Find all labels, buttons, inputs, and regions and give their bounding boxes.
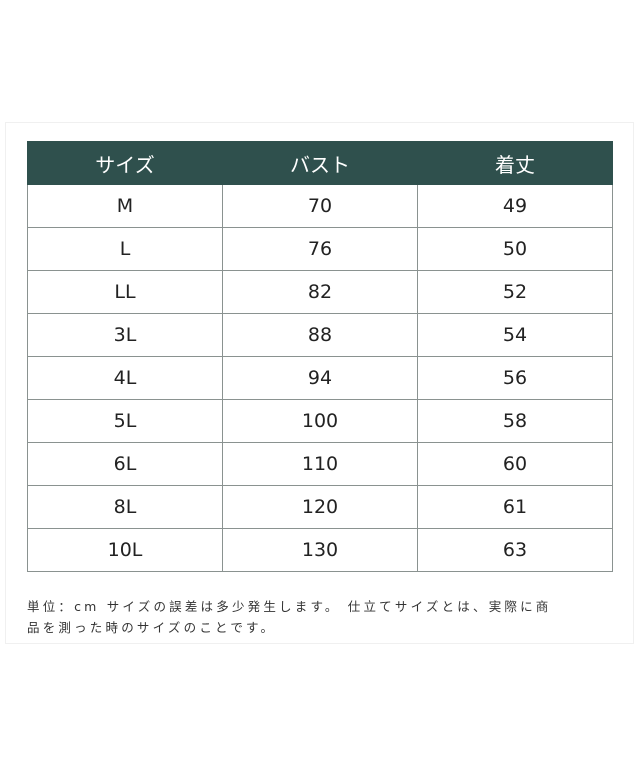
table-row: M 70 49 bbox=[27, 184, 613, 228]
size-cell: 6L bbox=[27, 442, 223, 486]
size-cell: 3L bbox=[27, 313, 223, 357]
header-size: サイズ bbox=[27, 141, 223, 185]
size-cell: 10L bbox=[27, 528, 223, 572]
table-row: 10L 130 63 bbox=[27, 528, 613, 572]
size-cell: 8L bbox=[27, 485, 223, 529]
bust-cell: 120 bbox=[222, 485, 418, 529]
size-cell: M bbox=[27, 184, 223, 228]
table-row: 3L 88 54 bbox=[27, 313, 613, 357]
size-cell: LL bbox=[27, 270, 223, 314]
bust-cell: 100 bbox=[222, 399, 418, 443]
length-cell: 58 bbox=[417, 399, 613, 443]
note-line-2: 品を測った時のサイズのことです。 bbox=[27, 620, 277, 635]
length-cell: 49 bbox=[417, 184, 613, 228]
length-cell: 61 bbox=[417, 485, 613, 529]
table-row: LL 82 52 bbox=[27, 270, 613, 314]
length-cell: 50 bbox=[417, 227, 613, 271]
size-note: 単位：cm サイズの誤差は多少発生します。 仕立てサイズとは、実際に商 品を測っ… bbox=[27, 596, 617, 638]
table-row: 6L 110 60 bbox=[27, 442, 613, 486]
size-cell: 4L bbox=[27, 356, 223, 400]
size-cell: 5L bbox=[27, 399, 223, 443]
bust-cell: 88 bbox=[222, 313, 418, 357]
size-cell: L bbox=[27, 227, 223, 271]
length-cell: 56 bbox=[417, 356, 613, 400]
table-row: 5L 100 58 bbox=[27, 399, 613, 443]
length-cell: 60 bbox=[417, 442, 613, 486]
header-length: 着丈 bbox=[417, 141, 613, 185]
length-cell: 52 bbox=[417, 270, 613, 314]
bust-cell: 76 bbox=[222, 227, 418, 271]
note-line-1: 単位：cm サイズの誤差は多少発生します。 仕立てサイズとは、実際に商 bbox=[27, 599, 552, 614]
bust-cell: 94 bbox=[222, 356, 418, 400]
table-row: L 76 50 bbox=[27, 227, 613, 271]
size-table: サイズ バスト 着丈 M 70 49 L 76 50 LL 82 52 3L 88 54 4L 94 56 5… bbox=[27, 141, 613, 572]
table-row: 4L 94 56 bbox=[27, 356, 613, 400]
table-header-row: サイズ バスト 着丈 bbox=[27, 141, 613, 185]
length-cell: 54 bbox=[417, 313, 613, 357]
bust-cell: 110 bbox=[222, 442, 418, 486]
bust-cell: 70 bbox=[222, 184, 418, 228]
table-row: 8L 120 61 bbox=[27, 485, 613, 529]
bust-cell: 130 bbox=[222, 528, 418, 572]
bust-cell: 82 bbox=[222, 270, 418, 314]
header-bust: バスト bbox=[222, 141, 418, 185]
length-cell: 63 bbox=[417, 528, 613, 572]
